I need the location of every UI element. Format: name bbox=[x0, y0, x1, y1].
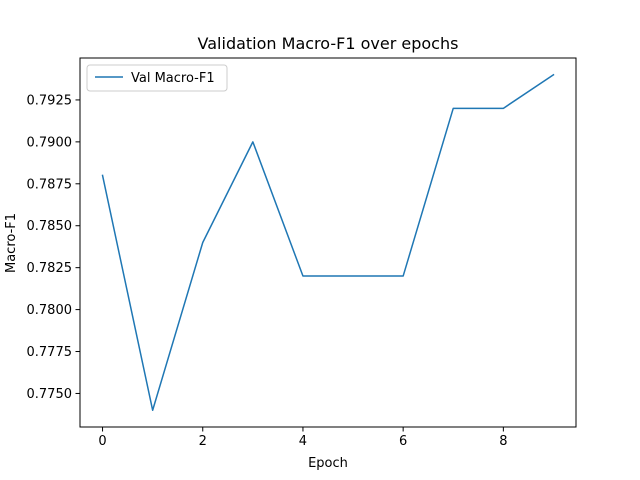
y-tick-label: 0.7850 bbox=[27, 219, 73, 234]
y-tick-label: 0.7825 bbox=[27, 261, 73, 276]
y-tick-label: 0.7800 bbox=[27, 303, 73, 318]
plot-area bbox=[79, 57, 577, 428]
x-tick-label: 4 bbox=[299, 434, 307, 449]
data-point bbox=[552, 73, 555, 76]
data-point bbox=[352, 275, 355, 278]
data-point bbox=[452, 107, 455, 110]
x-tick-label: 0 bbox=[98, 434, 106, 449]
data-point bbox=[251, 140, 254, 143]
y-tick-label: 0.7775 bbox=[27, 345, 73, 360]
y-tick-label: 0.7750 bbox=[27, 387, 73, 402]
x-axis-ticks: 0 2 4 6 8 bbox=[98, 427, 507, 449]
x-axis-label: Epoch bbox=[308, 456, 348, 471]
x-tick-label: 2 bbox=[199, 434, 207, 449]
y-tick-label: 0.7900 bbox=[27, 135, 73, 150]
legend-box bbox=[86, 64, 228, 92]
data-point bbox=[101, 174, 104, 177]
chart-title: Validation Macro-F1 over epochs bbox=[198, 34, 459, 53]
y-axis-ticks: 0.7750 0.7775 0.7800 0.7825 0.7850 0.7875 0.79… bbox=[27, 93, 80, 402]
legend: Val Macro-F1 bbox=[86, 64, 228, 92]
data-point bbox=[151, 409, 154, 412]
x-tick-label: 6 bbox=[399, 434, 407, 449]
data-point bbox=[502, 107, 505, 110]
data-point bbox=[301, 275, 304, 278]
x-tick-label: 8 bbox=[499, 434, 507, 449]
data-point bbox=[201, 241, 204, 244]
series-line bbox=[101, 73, 555, 411]
y-tick-label: 0.7875 bbox=[27, 177, 73, 192]
y-axis-label: Macro-F1 bbox=[4, 213, 19, 273]
axes-frame bbox=[79, 57, 577, 428]
data-point bbox=[402, 275, 405, 278]
y-tick-label: 0.7925 bbox=[27, 93, 73, 108]
legend-entry-label: Val Macro-F1 bbox=[131, 71, 215, 86]
series-layer bbox=[101, 73, 555, 411]
